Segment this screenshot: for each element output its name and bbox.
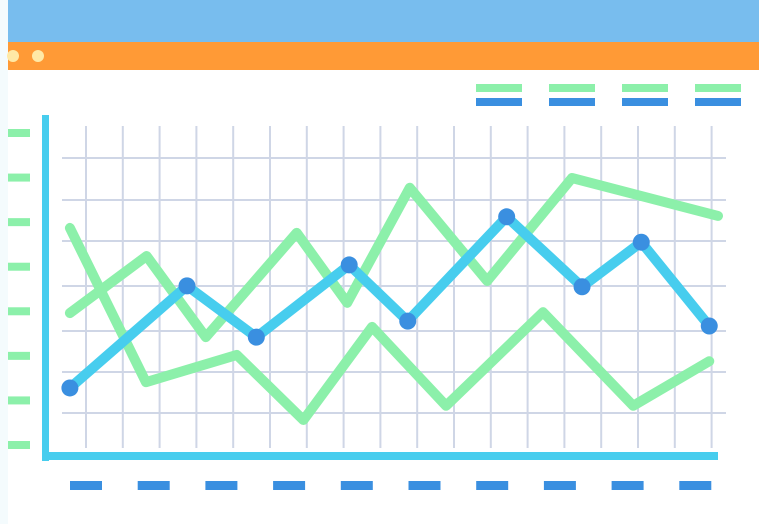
- y-tick: [8, 441, 30, 449]
- y-axis: [42, 115, 49, 461]
- marker: [498, 208, 516, 226]
- x-tick: [205, 481, 238, 490]
- y-tick: [8, 173, 30, 182]
- y-tick: [8, 129, 30, 137]
- x-tick: [273, 481, 306, 490]
- window-dot: [32, 50, 44, 62]
- marker: [178, 277, 196, 295]
- legend-swatch: [476, 84, 522, 92]
- series-line: [64, 222, 715, 426]
- x-tick: [476, 481, 509, 490]
- legend-swatch: [695, 84, 741, 92]
- series-line: [64, 173, 723, 343]
- marker: [632, 233, 650, 251]
- toolbar: [8, 42, 759, 70]
- marker: [700, 317, 718, 335]
- x-tick: [679, 481, 712, 490]
- legend-swatch: [622, 84, 668, 92]
- x-tick: [340, 481, 373, 490]
- x-axis: [42, 452, 718, 460]
- y-tick: [8, 218, 30, 227]
- x-tick: [543, 481, 576, 490]
- legend: [476, 84, 741, 106]
- y-tick: [8, 262, 30, 271]
- x-tick: [611, 481, 644, 490]
- y-tick: [8, 351, 30, 360]
- legend-swatch: [622, 98, 668, 106]
- marker: [340, 256, 358, 274]
- y-tick: [8, 396, 30, 405]
- legend-swatch: [549, 84, 595, 92]
- marker: [61, 379, 79, 397]
- x-tick: [408, 481, 441, 490]
- marker: [573, 278, 591, 296]
- marker: [399, 312, 417, 330]
- title-bar: [8, 0, 759, 42]
- x-tick: [137, 481, 170, 490]
- legend-swatch: [695, 98, 741, 106]
- legend-swatch: [476, 98, 522, 106]
- x-tick: [70, 481, 102, 490]
- marker: [247, 328, 265, 346]
- window-dot: [7, 50, 19, 62]
- y-tick: [8, 307, 30, 316]
- legend-swatch: [549, 98, 595, 106]
